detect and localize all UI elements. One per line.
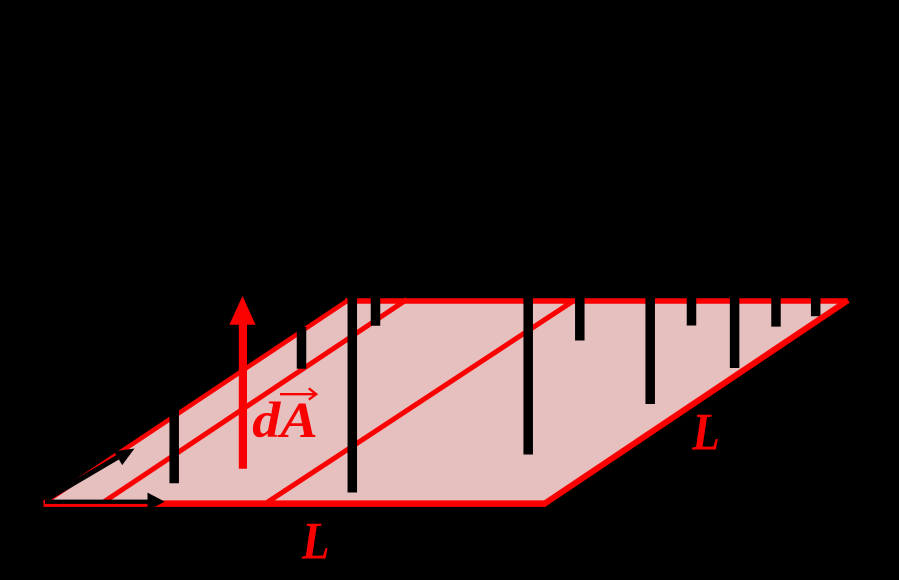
svg-text:L: L: [691, 402, 719, 461]
svg-text:dA: dA: [252, 391, 317, 448]
svg-text:L: L: [301, 511, 329, 570]
